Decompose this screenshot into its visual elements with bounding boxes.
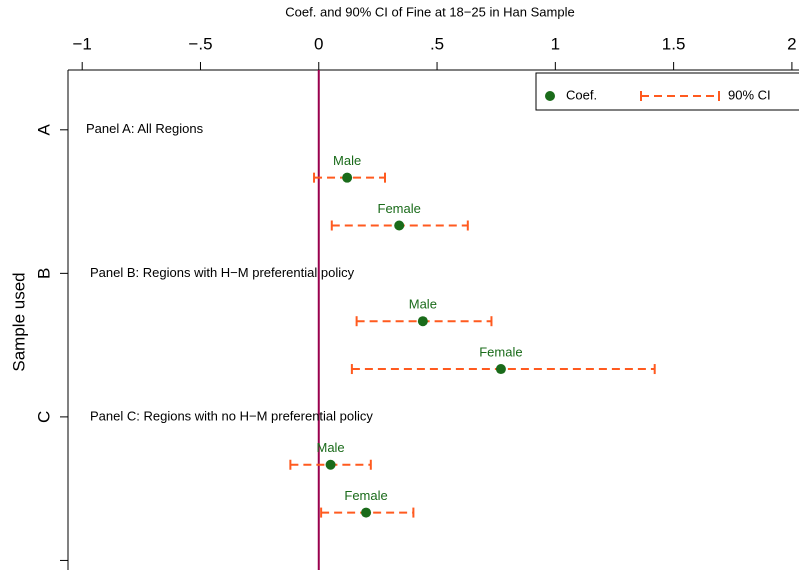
coef-point (342, 172, 353, 183)
x-tick-label: 0 (314, 34, 323, 53)
chart-title: Coef. and 90% CI of Fine at 18−25 in Han… (285, 4, 574, 19)
coef-point (495, 364, 506, 375)
legend-label: Coef. (566, 87, 597, 102)
point-label: Male (409, 297, 437, 312)
x-tick-label: 1 (551, 34, 560, 53)
x-tick-label: −.5 (188, 34, 212, 53)
point-label: Female (479, 344, 522, 359)
legend-label: 90% CI (728, 87, 771, 102)
y-tick-label: A (34, 123, 53, 135)
legend-marker (545, 91, 555, 101)
point-label: Male (316, 440, 344, 455)
x-tick-label: −1 (72, 34, 91, 53)
point-label: Male (333, 153, 361, 168)
y-tick-label: B (34, 268, 53, 279)
coef-point (361, 507, 372, 518)
coef-point (417, 316, 428, 327)
x-tick-label: 2 (787, 34, 796, 53)
panel-label: Panel B: Regions with H−M preferential p… (90, 265, 355, 280)
coef-point (325, 459, 336, 470)
y-axis-label: Sample used (9, 272, 28, 371)
legend-box (535, 72, 799, 111)
panel-label: Panel A: All Regions (86, 121, 204, 136)
coef-point (394, 220, 405, 231)
x-tick-label: .5 (430, 34, 444, 53)
y-tick-label: C (34, 411, 53, 423)
point-label: Female (378, 201, 421, 216)
x-tick-label: 1.5 (662, 34, 686, 53)
point-label: Female (344, 488, 387, 503)
panel-label: Panel C: Regions with no H−M preferentia… (90, 408, 373, 423)
